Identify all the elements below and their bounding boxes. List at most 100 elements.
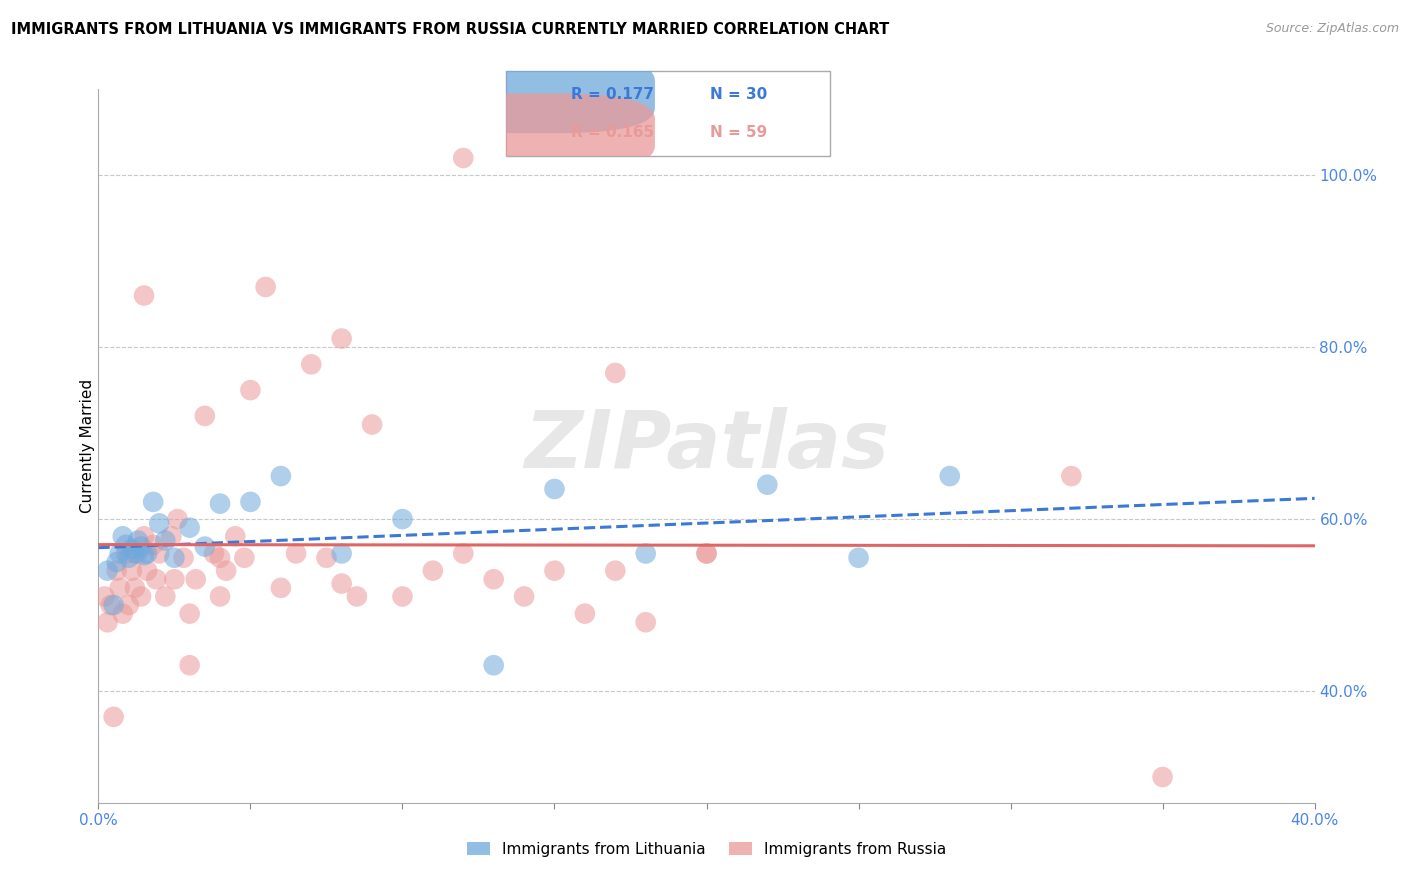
Point: [136, 564, 159, 578]
Point: [361, 417, 384, 432]
Point: [179, 658, 201, 673]
Point: [330, 546, 353, 560]
Point: [136, 546, 159, 560]
Point: [108, 546, 131, 560]
Point: [163, 550, 186, 565]
Text: IMMIGRANTS FROM LITHUANIA VS IMMIGRANTS FROM RUSSIA CURRENTLY MARRIED CORRELATIO: IMMIGRANTS FROM LITHUANIA VS IMMIGRANTS …: [11, 22, 890, 37]
Point: [209, 590, 232, 604]
Point: [121, 542, 143, 557]
Point: [179, 607, 201, 621]
Point: [574, 607, 596, 621]
Point: [391, 590, 413, 604]
Point: [155, 533, 177, 548]
Point: [224, 529, 246, 543]
Point: [285, 546, 308, 560]
Point: [173, 550, 195, 565]
Text: Source: ZipAtlas.com: Source: ZipAtlas.com: [1265, 22, 1399, 36]
Point: [605, 564, 627, 578]
FancyBboxPatch shape: [419, 55, 655, 133]
Point: [482, 572, 505, 586]
FancyBboxPatch shape: [419, 94, 655, 171]
Point: [179, 521, 201, 535]
Point: [453, 546, 475, 560]
Point: [315, 550, 337, 565]
Text: N = 30: N = 30: [710, 87, 768, 102]
Point: [233, 550, 256, 565]
Point: [160, 529, 183, 543]
Point: [96, 564, 118, 578]
Y-axis label: Currently Married: Currently Married: [80, 379, 94, 513]
Point: [756, 477, 779, 491]
Point: [145, 572, 167, 586]
Point: [111, 607, 134, 621]
Point: [194, 409, 217, 423]
Point: [254, 280, 277, 294]
Point: [194, 540, 217, 554]
Point: [155, 590, 177, 604]
Point: [453, 151, 475, 165]
Point: [209, 497, 232, 511]
Point: [848, 550, 870, 565]
Point: [127, 533, 149, 548]
Point: [132, 288, 155, 302]
Point: [105, 564, 128, 578]
Point: [148, 546, 170, 560]
Text: N = 59: N = 59: [710, 125, 768, 140]
Point: [100, 598, 122, 612]
Point: [129, 540, 152, 554]
Point: [543, 564, 565, 578]
Text: R = 0.177: R = 0.177: [571, 87, 654, 102]
Point: [939, 469, 962, 483]
Point: [103, 598, 125, 612]
Point: [346, 590, 368, 604]
Point: [142, 538, 165, 552]
Point: [114, 546, 136, 560]
FancyBboxPatch shape: [506, 71, 830, 156]
Point: [482, 658, 505, 673]
Point: [391, 512, 413, 526]
Point: [96, 615, 118, 630]
Point: [129, 590, 152, 604]
Point: [103, 710, 125, 724]
Point: [93, 590, 115, 604]
Point: [696, 546, 718, 560]
Point: [114, 538, 136, 552]
Point: [148, 516, 170, 531]
Point: [270, 581, 292, 595]
Point: [634, 615, 657, 630]
Point: [108, 581, 131, 595]
Point: [127, 546, 149, 560]
Point: [215, 564, 238, 578]
Point: [209, 550, 232, 565]
Point: [1060, 469, 1083, 483]
Point: [605, 366, 627, 380]
Point: [696, 546, 718, 560]
Point: [132, 529, 155, 543]
Text: ZIPatlas: ZIPatlas: [524, 407, 889, 485]
Point: [121, 564, 143, 578]
Point: [105, 555, 128, 569]
Point: [1152, 770, 1174, 784]
Point: [163, 572, 186, 586]
Point: [239, 495, 262, 509]
Point: [330, 576, 353, 591]
Point: [111, 529, 134, 543]
Text: R = 0.165: R = 0.165: [571, 125, 654, 140]
Legend: Immigrants from Lithuania, Immigrants from Russia: Immigrants from Lithuania, Immigrants fr…: [461, 836, 952, 863]
Point: [513, 590, 536, 604]
Point: [118, 598, 141, 612]
Point: [543, 482, 565, 496]
Point: [124, 546, 146, 560]
Point: [184, 572, 207, 586]
Point: [270, 469, 292, 483]
Point: [202, 546, 225, 560]
Point: [422, 564, 444, 578]
Point: [634, 546, 657, 560]
Point: [166, 512, 188, 526]
Point: [239, 383, 262, 397]
Point: [132, 548, 155, 562]
Point: [142, 495, 165, 509]
Point: [118, 550, 141, 565]
Point: [124, 581, 146, 595]
Point: [330, 332, 353, 346]
